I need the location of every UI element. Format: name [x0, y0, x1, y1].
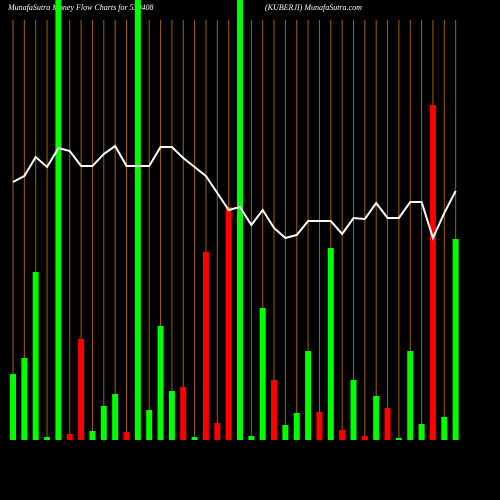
bar — [350, 380, 357, 440]
bar — [123, 432, 130, 440]
bar — [316, 412, 323, 440]
bar — [339, 430, 346, 440]
bar — [180, 387, 187, 440]
bar — [384, 408, 391, 440]
bar — [55, 0, 62, 440]
bar — [259, 308, 266, 440]
bar — [146, 410, 153, 440]
chart-title: MunafaSutra Money Flow Charts for 539408 — [7, 3, 154, 12]
bar — [66, 434, 73, 440]
bar — [429, 105, 436, 440]
bar — [395, 438, 402, 440]
bar — [157, 326, 164, 440]
bar — [237, 0, 243, 440]
bar — [225, 207, 232, 440]
bar — [202, 252, 209, 440]
bar — [293, 413, 300, 440]
bar — [271, 380, 278, 440]
bar — [282, 425, 289, 440]
bar — [100, 406, 107, 440]
bar — [168, 391, 175, 440]
bar — [248, 436, 255, 440]
bar — [305, 351, 312, 440]
bar — [78, 339, 85, 440]
bar — [327, 248, 334, 440]
bar — [361, 436, 368, 440]
chart-subtitle: (KUBERJI) MunafaSutra.com — [265, 3, 362, 12]
bar — [191, 437, 198, 440]
bar — [32, 272, 39, 440]
money-flow-line — [12, 144, 457, 241]
bar — [10, 374, 16, 440]
bar — [418, 424, 425, 440]
bar — [21, 358, 28, 440]
bar — [89, 431, 96, 440]
bar — [214, 423, 221, 440]
bar — [44, 437, 51, 440]
bar — [112, 394, 119, 440]
bar — [134, 0, 141, 440]
bar — [373, 396, 380, 440]
bar — [452, 239, 459, 440]
bar — [441, 417, 448, 440]
bar — [407, 351, 414, 440]
